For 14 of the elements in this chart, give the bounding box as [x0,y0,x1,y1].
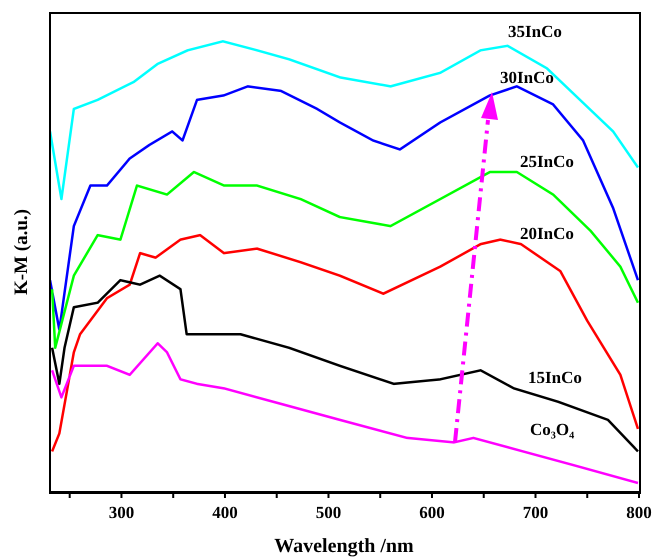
x-tick-label: 500 [316,503,342,522]
x-tick-label: 800 [626,503,652,522]
x-tick-label: 300 [108,503,134,522]
series-label: 20InCo [520,224,574,244]
x-tick-label: 600 [419,503,445,522]
series-label: Co₃O₄ [530,420,574,440]
x-axis-title: Wavelength /nm [274,535,414,557]
x-tick-label: 400 [212,503,238,522]
series-label: 35InCo [508,22,562,42]
series-label: 15InCo [528,368,582,388]
series-label: 30InCo [500,68,554,88]
x-tick-label: 700 [522,503,548,522]
series-label: 25InCo [520,152,574,172]
y-axis-title: K-M (a.u.) [11,208,33,296]
